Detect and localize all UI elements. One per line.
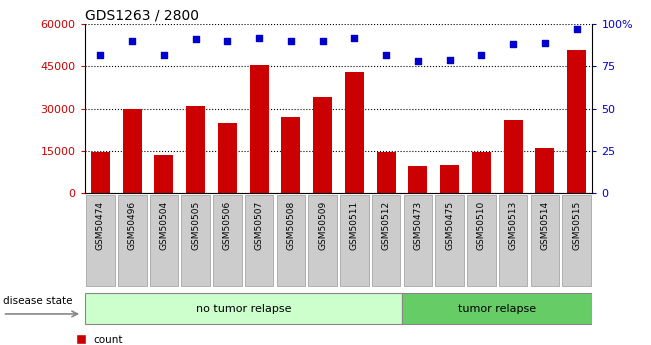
FancyBboxPatch shape — [85, 293, 402, 324]
Bar — [504, 120, 523, 193]
Text: GSM50475: GSM50475 — [445, 201, 454, 250]
FancyBboxPatch shape — [340, 195, 368, 286]
FancyBboxPatch shape — [531, 195, 559, 286]
FancyBboxPatch shape — [118, 195, 146, 286]
Bar — [376, 152, 396, 193]
Point — [508, 42, 518, 47]
Point — [222, 38, 232, 44]
Point — [127, 38, 137, 44]
Bar — [186, 106, 205, 193]
FancyBboxPatch shape — [402, 293, 592, 324]
Text: GSM50506: GSM50506 — [223, 201, 232, 250]
Bar — [154, 155, 173, 193]
Point — [572, 27, 582, 32]
Bar — [313, 97, 332, 193]
Text: GSM50496: GSM50496 — [128, 201, 137, 250]
FancyBboxPatch shape — [499, 195, 527, 286]
Point — [413, 59, 423, 64]
FancyBboxPatch shape — [436, 195, 464, 286]
FancyBboxPatch shape — [213, 195, 242, 286]
FancyBboxPatch shape — [309, 195, 337, 286]
FancyBboxPatch shape — [277, 195, 305, 286]
Text: GSM50513: GSM50513 — [508, 201, 518, 250]
Point — [381, 52, 391, 57]
Text: GDS1263 / 2800: GDS1263 / 2800 — [85, 9, 199, 23]
Point — [191, 37, 201, 42]
Text: GSM50515: GSM50515 — [572, 201, 581, 250]
Point — [318, 38, 328, 44]
Bar — [567, 49, 586, 193]
Point — [540, 40, 550, 46]
Point — [159, 52, 169, 57]
Text: tumor relapse: tumor relapse — [458, 304, 536, 314]
FancyBboxPatch shape — [404, 195, 432, 286]
Bar — [440, 165, 459, 193]
Text: GSM50505: GSM50505 — [191, 201, 201, 250]
FancyBboxPatch shape — [86, 195, 115, 286]
Bar — [408, 166, 427, 193]
Bar — [250, 65, 269, 193]
Bar — [472, 152, 491, 193]
Point — [95, 52, 105, 57]
Bar — [535, 148, 555, 193]
Text: disease state: disease state — [3, 296, 72, 306]
Text: GSM50507: GSM50507 — [255, 201, 264, 250]
FancyBboxPatch shape — [467, 195, 495, 286]
Text: GSM50511: GSM50511 — [350, 201, 359, 250]
FancyBboxPatch shape — [150, 195, 178, 286]
Point — [349, 35, 359, 40]
Bar — [123, 109, 142, 193]
Bar — [281, 117, 301, 193]
Point — [476, 52, 486, 57]
Text: GSM50510: GSM50510 — [477, 201, 486, 250]
Bar — [218, 123, 237, 193]
Bar — [345, 72, 364, 193]
Text: GSM50474: GSM50474 — [96, 201, 105, 250]
Text: GSM50509: GSM50509 — [318, 201, 327, 250]
Text: GSM50512: GSM50512 — [381, 201, 391, 250]
FancyBboxPatch shape — [245, 195, 273, 286]
Text: no tumor relapse: no tumor relapse — [195, 304, 291, 314]
Point — [254, 35, 264, 40]
Text: GSM50508: GSM50508 — [286, 201, 296, 250]
FancyBboxPatch shape — [372, 195, 400, 286]
Bar — [91, 152, 110, 193]
FancyBboxPatch shape — [562, 195, 591, 286]
Text: GSM50514: GSM50514 — [540, 201, 549, 250]
Text: GSM50504: GSM50504 — [159, 201, 169, 250]
Point — [286, 38, 296, 44]
Text: GSM50473: GSM50473 — [413, 201, 422, 250]
Legend: count, percentile rank within the sample: count, percentile rank within the sample — [77, 335, 270, 345]
Point — [445, 57, 455, 62]
FancyBboxPatch shape — [182, 195, 210, 286]
